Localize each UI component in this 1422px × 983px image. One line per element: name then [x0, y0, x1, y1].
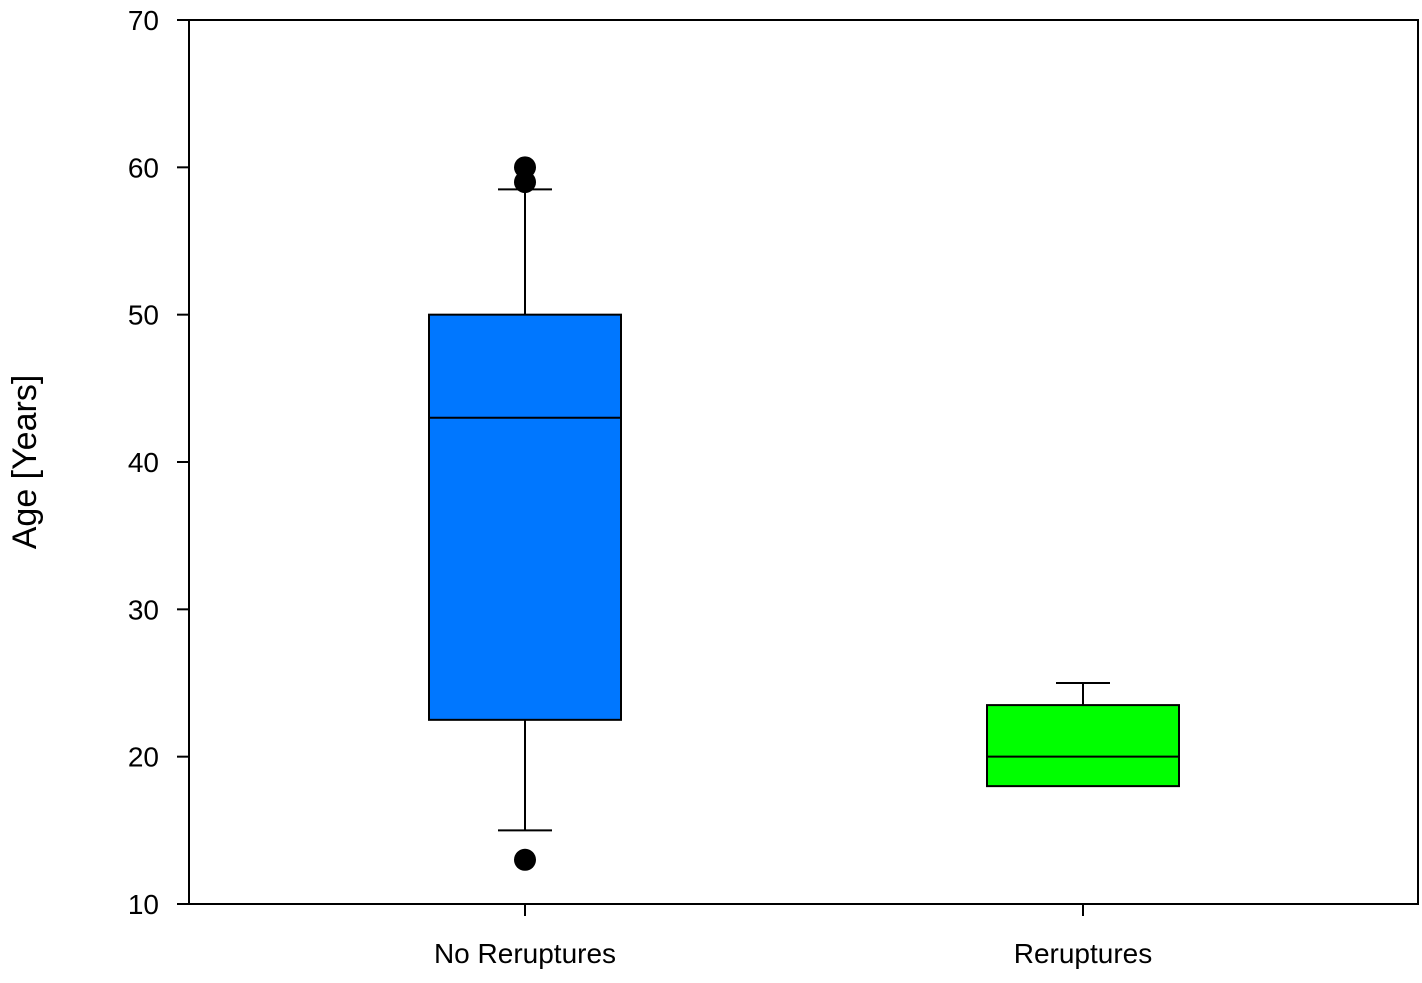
iqr-box — [986, 704, 1180, 788]
y-tick-label: 70 — [128, 5, 159, 36]
iqr-box — [428, 313, 622, 721]
y-axis-title: Age [Years] — [6, 375, 44, 550]
x-tick-label: No Reruptures — [434, 938, 616, 969]
y-tick-label: 40 — [128, 447, 159, 478]
x-tick-label: Reruptures — [1014, 938, 1153, 969]
y-axis: 10 20 30 40 50 60 70 — [128, 5, 189, 920]
outlier-point — [514, 848, 536, 871]
box-series — [428, 156, 1180, 871]
y-tick-label: 20 — [128, 742, 159, 773]
outlier-point — [514, 156, 536, 179]
x-axis: No Reruptures Reruptures — [434, 904, 1152, 969]
y-tick-label: 50 — [128, 300, 159, 331]
y-tick-label: 10 — [128, 889, 159, 920]
y-tick-label: 30 — [128, 594, 159, 625]
y-tick-label: 60 — [128, 152, 159, 183]
plot-area-frame — [188, 19, 1419, 905]
